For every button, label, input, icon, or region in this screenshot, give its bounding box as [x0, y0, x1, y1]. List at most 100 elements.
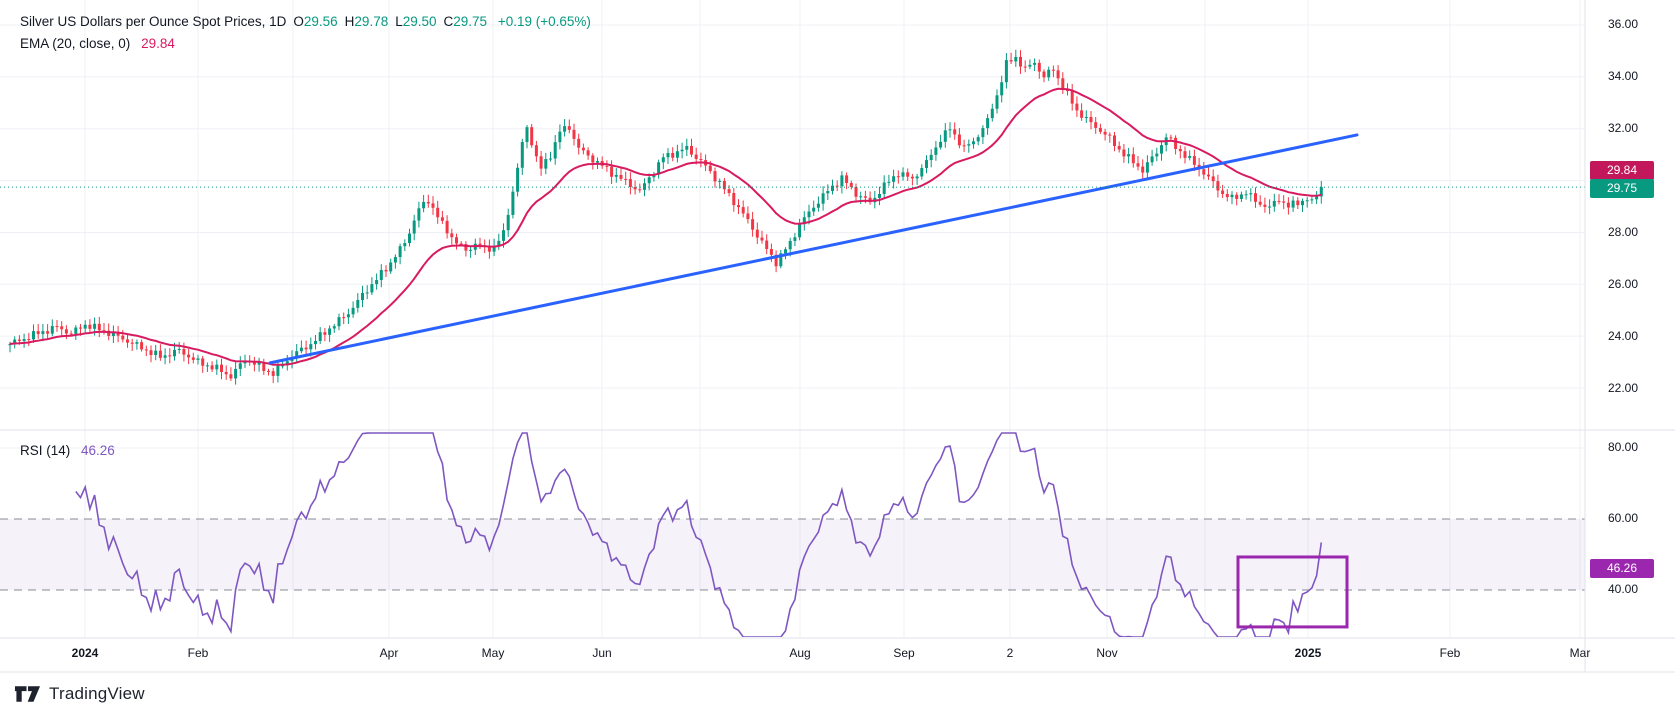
- candle-body: [445, 220, 449, 234]
- price-axis-label: 36.00: [1608, 17, 1638, 31]
- candle-body: [1042, 71, 1046, 78]
- candle-body: [976, 137, 980, 142]
- price-axis-label: 22.00: [1608, 381, 1638, 395]
- ema-legend[interactable]: EMA (20, close, 0) 29.84: [20, 34, 182, 54]
- candle-body: [751, 219, 755, 230]
- candle-body: [32, 331, 35, 340]
- candle-body: [130, 342, 134, 344]
- candle-body: [46, 331, 50, 334]
- ohlc-value: 29.50: [402, 14, 437, 29]
- candle-body: [520, 142, 524, 168]
- candle-body: [1023, 66, 1027, 68]
- symbol-legend[interactable]: Silver US Dollars per Ounce Spot Prices,…: [20, 12, 598, 32]
- candle-body: [187, 354, 191, 358]
- candle-body: [765, 240, 769, 249]
- candle-body: [276, 365, 280, 376]
- symbol-title[interactable]: Silver US Dollars per Ounce Spot Prices,…: [20, 14, 287, 29]
- candle-body: [1310, 199, 1314, 201]
- candle-body: [323, 332, 327, 335]
- candle-body: [1014, 56, 1018, 62]
- candle-body: [436, 207, 440, 218]
- candle-body: [901, 172, 905, 177]
- candle-body: [718, 180, 722, 182]
- candle-body: [469, 249, 473, 251]
- candle-body: [1056, 70, 1060, 79]
- rsi-legend[interactable]: RSI (14) 46.26: [20, 441, 122, 461]
- ema-value: 29.84: [141, 36, 175, 51]
- candle-body: [144, 349, 148, 351]
- candle-body: [173, 349, 176, 357]
- candle-body: [981, 128, 985, 138]
- candle-body: [74, 327, 78, 334]
- candle-body: [549, 158, 552, 160]
- candle-body: [633, 187, 637, 190]
- candle-body: [342, 317, 346, 319]
- candle-body: [50, 326, 54, 334]
- candle-body: [638, 189, 642, 191]
- candle-body: [666, 152, 670, 158]
- candle-body: [1192, 156, 1196, 165]
- candle-body: [1117, 146, 1121, 150]
- trendline[interactable]: [268, 133, 1359, 365]
- ohlc-key: L: [395, 14, 403, 29]
- tradingview-logo-icon: [14, 686, 41, 702]
- ohlc-key: H: [344, 14, 355, 29]
- candle-body: [177, 348, 181, 350]
- rsi-label: RSI (14): [20, 443, 71, 458]
- rsi-highlight-box[interactable]: [1236, 555, 1349, 629]
- candle-body: [882, 182, 886, 194]
- candle-body: [1207, 174, 1210, 177]
- candle-body: [135, 342, 139, 344]
- time-axis-label: Nov: [1096, 646, 1117, 660]
- ema-price-badge: 29.84: [1590, 160, 1654, 180]
- ohlc-value: 29.56: [303, 14, 338, 29]
- candle-body: [116, 332, 120, 336]
- candle-body: [760, 237, 764, 241]
- candle-body: [1108, 134, 1112, 136]
- tradingview-logo[interactable]: TradingView: [14, 682, 145, 706]
- candle-body: [779, 253, 783, 267]
- candle-body: [1183, 151, 1187, 158]
- ohlc-value: 29.78: [354, 14, 389, 29]
- candle-body: [64, 329, 68, 334]
- candle-body: [497, 240, 501, 247]
- candle-body: [713, 171, 717, 182]
- rsi-value: 46.26: [81, 443, 115, 458]
- candle-body: [17, 339, 21, 341]
- rsi-axis-label: 40.00: [1608, 582, 1638, 596]
- candle-body: [788, 240, 792, 250]
- candle-body: [1188, 156, 1192, 158]
- candle-body: [605, 165, 609, 167]
- candle-body: [168, 355, 172, 357]
- candle-body: [722, 180, 726, 190]
- candle-body: [525, 127, 529, 143]
- candle-body: [1009, 60, 1013, 62]
- candle-body: [492, 246, 496, 252]
- candle-body: [440, 217, 444, 221]
- candle-body: [337, 317, 341, 327]
- candle-body: [826, 191, 830, 194]
- candle-body: [572, 129, 576, 139]
- ohlc-key: C: [443, 14, 454, 29]
- candle-body: [83, 324, 87, 329]
- candle-body: [1028, 64, 1032, 67]
- time-axis-label: Apr: [380, 646, 399, 660]
- candle-body: [1282, 201, 1286, 203]
- candle-body: [708, 165, 712, 172]
- candle-body: [920, 168, 924, 177]
- candle-body: [910, 176, 914, 179]
- candle-body: [295, 351, 299, 358]
- candle-body: [27, 338, 31, 340]
- candle-body: [1178, 148, 1182, 152]
- candle-body: [1291, 200, 1295, 208]
- candle-body: [1127, 154, 1131, 157]
- candle-body: [1000, 82, 1004, 96]
- candle-body: [1230, 194, 1234, 198]
- price-axis-label: 24.00: [1608, 329, 1638, 343]
- time-axis-label: 2025: [1295, 646, 1322, 660]
- candle-body: [957, 134, 961, 146]
- candle-body: [332, 326, 336, 329]
- rsi-value-badge: 46.26: [1590, 558, 1654, 578]
- candle-body: [628, 179, 632, 188]
